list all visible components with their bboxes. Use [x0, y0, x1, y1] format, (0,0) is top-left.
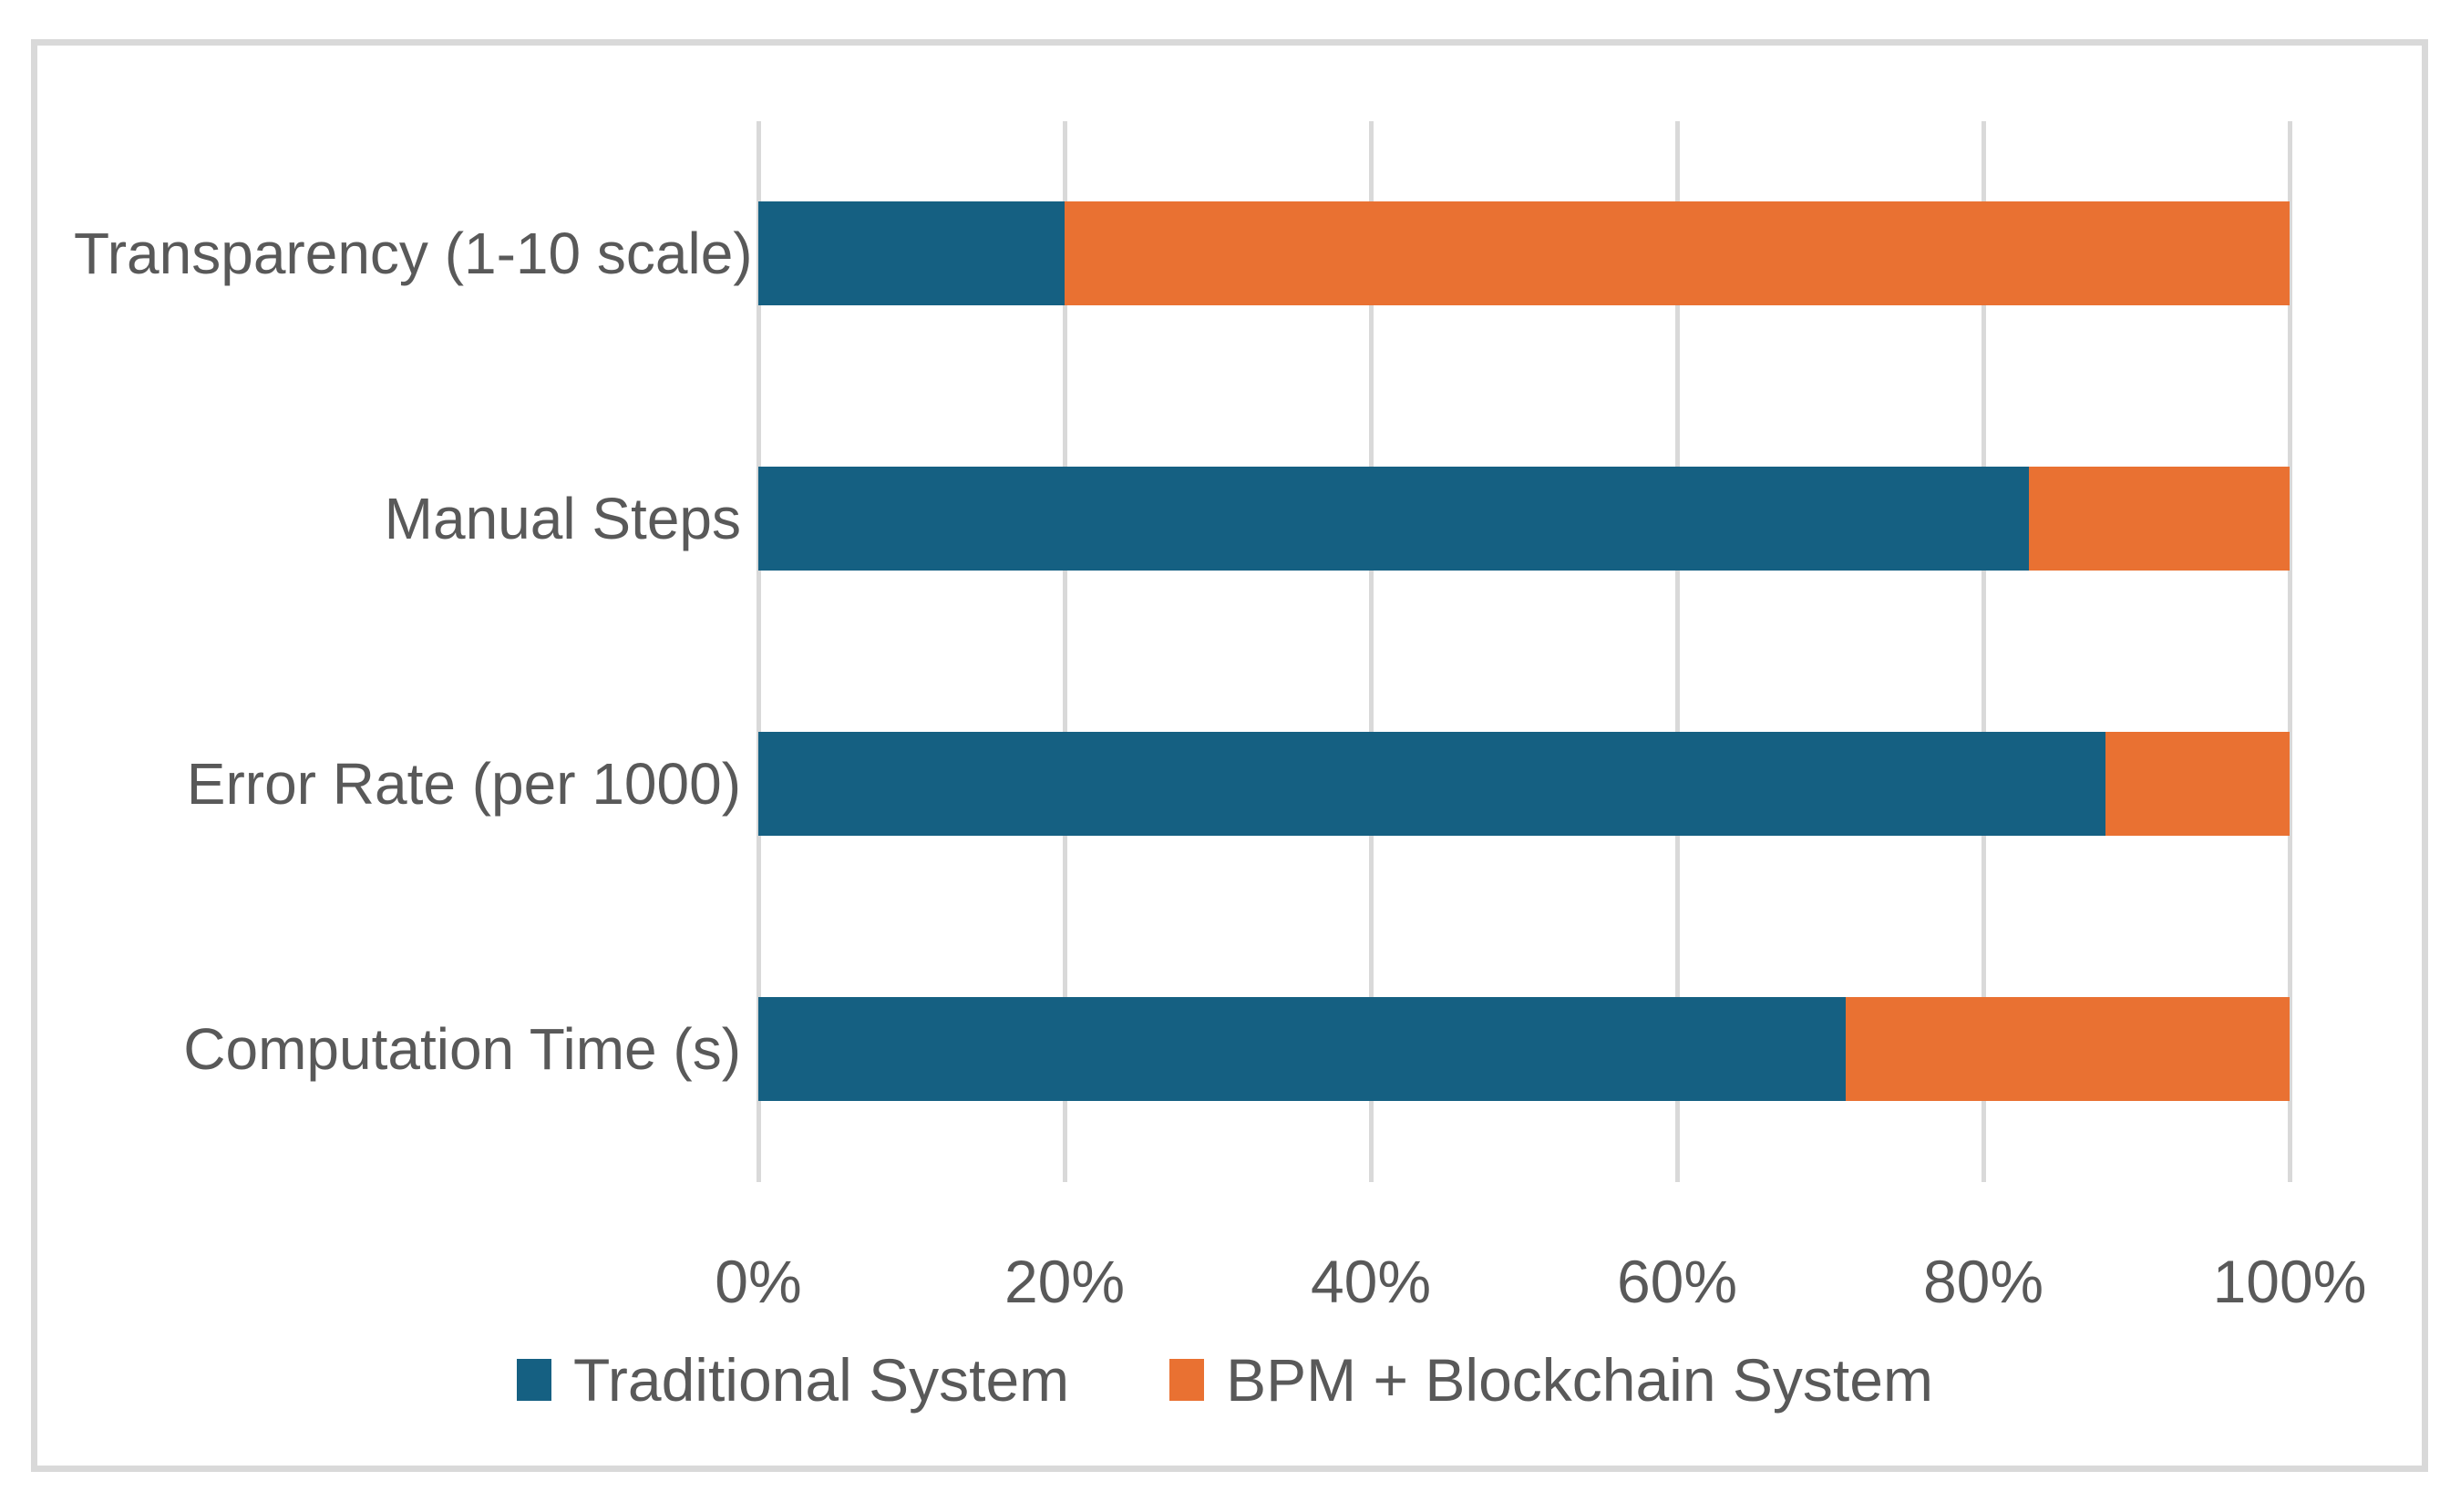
bar-segment-bpm-blockchain-system-computation-time-s	[1845, 997, 2290, 1101]
bar-row-manual-steps	[758, 467, 2290, 571]
bar-row-error-rate-per-1000	[758, 732, 2290, 836]
tick-label-20: 20%	[1004, 1248, 1126, 1315]
category-label-computation-time-s: Computation Time (s)	[183, 1016, 741, 1082]
bar-segment-traditional-system-error-rate-per-1000	[758, 732, 2106, 836]
legend-swatch-bpm-blockchain-system	[1169, 1359, 1205, 1401]
category-label-error-rate-per-1000: Error Rate (per 1000)	[186, 751, 741, 817]
bar-segment-traditional-system-computation-time-s	[758, 997, 1846, 1101]
bar-row-transparency-1-10-scale	[758, 201, 2290, 305]
tick-label-60: 60%	[1616, 1248, 1738, 1315]
gridline-40	[1369, 121, 1374, 1182]
legend: Traditional System BPM + Blockchain Syste…	[0, 1345, 2450, 1414]
gridline-20	[1063, 121, 1067, 1182]
category-label-transparency-1-10-scale: Transparency (1-10 scale)	[74, 221, 753, 286]
legend-swatch-traditional-system	[517, 1359, 552, 1401]
chart-frame: Transparency (1-10 scale) Manual Steps Err…	[31, 39, 2428, 1472]
bar-segment-bpm-blockchain-system-error-rate-per-1000	[2105, 732, 2290, 836]
gridline-0	[757, 121, 761, 1182]
category-label-manual-steps: Manual Steps	[384, 486, 741, 551]
tick-label-40: 40%	[1310, 1248, 1432, 1315]
legend-label-bpm-blockchain-system: BPM + Blockchain System	[1226, 1346, 1933, 1414]
tick-label-0: 0%	[715, 1248, 802, 1315]
tick-label-100: 100%	[2212, 1248, 2367, 1315]
gridline-80	[1982, 121, 1986, 1182]
gridline-100	[2288, 121, 2292, 1182]
bar-segment-traditional-system-transparency-1-10-scale	[758, 201, 1065, 305]
legend-item-bpm-blockchain-system: BPM + Blockchain System	[1169, 1345, 1933, 1414]
plot-area	[757, 121, 2292, 1182]
legend-label-traditional-system: Traditional System	[573, 1346, 1070, 1414]
bar-row-computation-time-s	[758, 997, 2290, 1101]
legend-item-traditional-system: Traditional System	[517, 1345, 1069, 1414]
bar-segment-traditional-system-manual-steps	[758, 467, 2030, 571]
tick-label-80: 80%	[1922, 1248, 2044, 1315]
gridline-60	[1675, 121, 1680, 1182]
bar-segment-bpm-blockchain-system-manual-steps	[2029, 467, 2290, 571]
bar-segment-bpm-blockchain-system-transparency-1-10-scale	[1065, 201, 2290, 305]
